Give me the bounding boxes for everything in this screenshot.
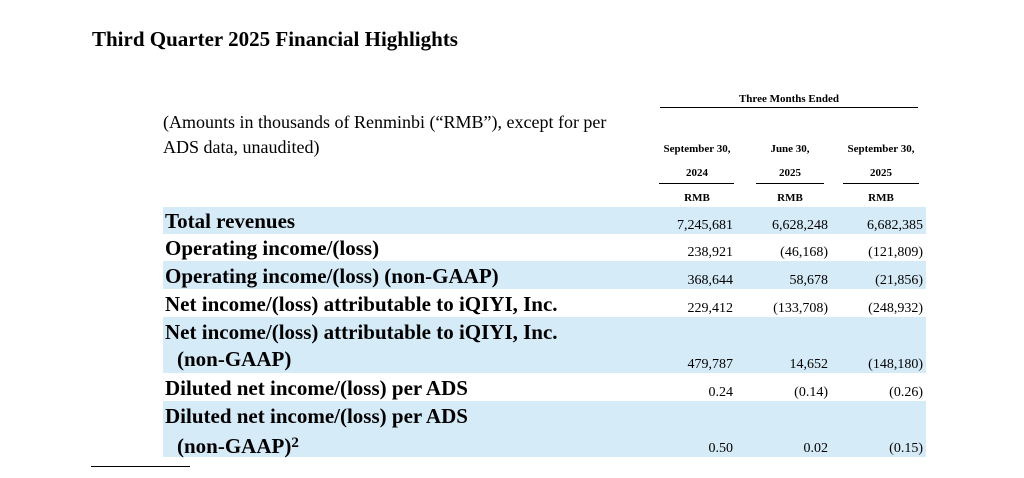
row-value-q3-2025: (248,932) xyxy=(868,301,923,316)
row-value-q3-2024: 0.24 xyxy=(708,385,734,400)
row-label: Net income/(loss) attributable to iQIYI,… xyxy=(165,292,558,316)
column-header-currency: RMB xyxy=(868,192,894,204)
column-header-sep-2025: September 30, 2025 RMB xyxy=(840,143,922,209)
row-label: Diluted net income/(loss) per ADS xyxy=(165,376,468,400)
column-header-rule xyxy=(659,183,734,184)
column-header-rule xyxy=(843,183,919,184)
row-value-q3-2024: 7,245,681 xyxy=(677,218,733,233)
column-header-year: 2025 xyxy=(870,167,892,179)
row-label-continued: (non-GAAP)2 xyxy=(177,429,299,460)
row-value-q2-2025: (46,168) xyxy=(780,245,828,260)
row-label: Diluted net income/(loss) per ADS xyxy=(165,404,468,428)
row-label: Total revenues xyxy=(165,209,296,233)
row-value-q3-2025: 6,682,385 xyxy=(867,218,923,233)
table-row-diluted-eps: Diluted net income/(loss) per ADS 0.24 (… xyxy=(163,373,926,401)
footnote-divider xyxy=(91,466,190,467)
column-header-currency: RMB xyxy=(777,192,803,204)
column-header-line1: September 30, xyxy=(663,143,731,155)
footnote-marker: 2 xyxy=(291,435,299,451)
amounts-note: (Amounts in thousands of Renminbi (“RMB”… xyxy=(163,112,607,157)
column-header-jun-2025: June 30, 2025 RMB xyxy=(754,143,826,209)
row-value-q3-2024: 479,787 xyxy=(687,357,734,372)
page-title: Third Quarter 2025 Financial Highlights xyxy=(92,27,458,51)
row-value-q3-2025: (0.15) xyxy=(889,441,923,456)
row-value-q3-2025: (148,180) xyxy=(868,357,923,372)
table-row-net-income-non-gaap: Net income/(loss) attributable to iQIYI,… xyxy=(163,317,926,373)
column-header-rule xyxy=(756,183,824,184)
row-value-q2-2025: 58,678 xyxy=(789,273,829,288)
column-header-currency: RMB xyxy=(684,192,710,204)
row-value-q3-2025: (0.26) xyxy=(889,385,923,400)
table-row-operating-income-non-gaap: Operating income/(loss) (non-GAAP) 368,6… xyxy=(163,261,926,289)
row-value-q3-2024: 229,412 xyxy=(687,301,734,316)
row-value-q2-2025: (133,708) xyxy=(773,301,828,316)
column-group-header: Three Months Ended xyxy=(660,93,918,108)
row-value-q3-2024: 238,921 xyxy=(687,245,734,260)
row-value-q3-2025: (121,809) xyxy=(868,245,923,260)
table-row-diluted-eps-non-gaap: Diluted net income/(loss) per ADS (non-G… xyxy=(163,401,926,460)
column-header-line1: September 30, xyxy=(847,143,915,155)
row-value-q3-2024: 0.50 xyxy=(708,441,734,456)
row-label-text: (non-GAAP) xyxy=(177,434,292,458)
row-label-continued: (non-GAAP) xyxy=(177,347,292,371)
row-label: Operating income/(loss) (non-GAAP) xyxy=(165,264,499,288)
row-value-q2-2025: 0.02 xyxy=(803,441,829,456)
row-value-q3-2025: (21,856) xyxy=(875,273,923,288)
table-row-total-revenues: Total revenues 7,245,681 6,628,248 6,682… xyxy=(163,207,926,234)
table-row-net-income: Net income/(loss) attributable to iQIYI,… xyxy=(163,289,926,317)
column-header-sep-2024: September 30, 2024 RMB xyxy=(656,143,738,209)
table-row-operating-income: Operating income/(loss) 238,921 (46,168)… xyxy=(163,234,926,261)
row-value-q2-2025: 6,628,248 xyxy=(772,218,828,233)
row-label: Operating income/(loss) xyxy=(165,236,380,260)
column-header-line1: June 30, xyxy=(770,143,810,155)
row-label: Net income/(loss) attributable to iQIYI,… xyxy=(165,320,558,344)
column-header-year: 2025 xyxy=(779,167,801,179)
row-value-q2-2025: 14,652 xyxy=(789,357,829,372)
row-value-q2-2025: (0.14) xyxy=(794,385,828,400)
column-header-year: 2024 xyxy=(686,167,708,179)
row-value-q3-2024: 368,644 xyxy=(687,273,734,288)
